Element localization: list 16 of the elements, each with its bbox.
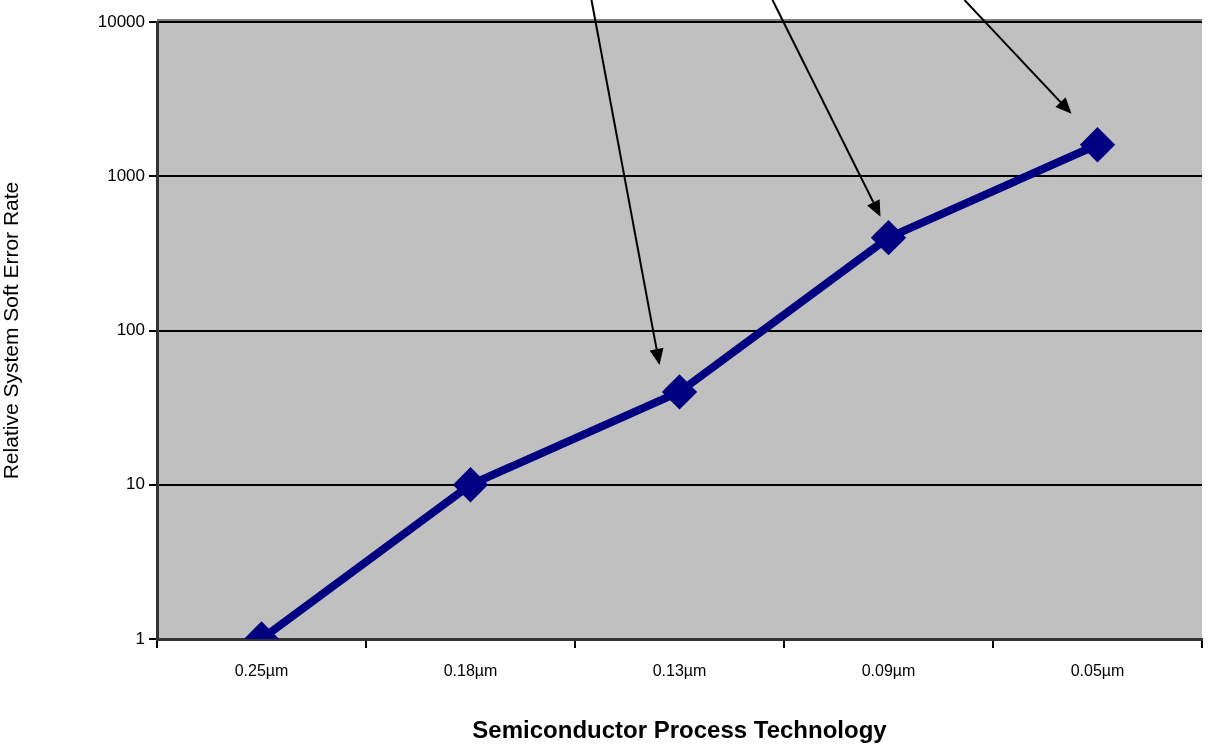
y-axis-title: Relative System Soft Error Rate <box>0 181 23 480</box>
x-tick-label: 0.13µm <box>652 662 707 680</box>
y-tick-label: 10 <box>126 474 145 494</box>
x-axis-title: Semiconductor Process Technology <box>472 716 888 744</box>
y-tick-label: 1 <box>135 628 145 648</box>
point <box>872 221 905 254</box>
point <box>1081 128 1114 161</box>
x-tick-label: 0.25µm <box>234 662 289 680</box>
y-tick-label: 100 <box>116 320 145 340</box>
point <box>454 468 487 501</box>
x-tick-label: 0.05µm <box>1070 662 1125 680</box>
x-tick-label: 0.18µm <box>443 662 498 680</box>
point <box>663 375 696 408</box>
x-tick-label: 0.09µm <box>861 662 916 680</box>
y-tick-label: 1000 <box>107 165 145 185</box>
y-tick-label: 10000 <box>97 11 145 31</box>
